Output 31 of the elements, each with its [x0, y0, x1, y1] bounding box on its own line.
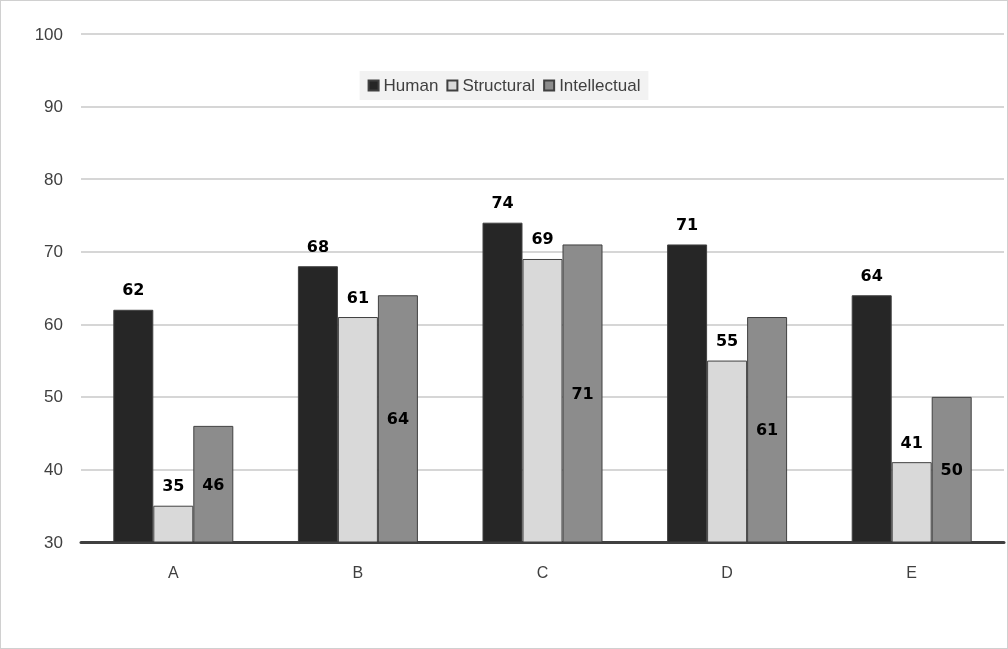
data-label: 35	[162, 476, 185, 496]
data-label: 71	[571, 383, 594, 403]
y-tick-label: 80	[44, 169, 63, 189]
x-tick-label: A	[167, 563, 179, 581]
data-label: 55	[715, 331, 739, 351]
data-label: 50	[940, 460, 963, 480]
data-label: 68	[306, 236, 330, 256]
x-tick-label: D	[721, 563, 733, 581]
y-tick-label: 70	[44, 242, 63, 262]
data-label: 61	[346, 287, 370, 307]
data-label: 46	[202, 474, 225, 494]
x-tick-label: B	[352, 563, 364, 581]
x-tick-label: C	[536, 563, 549, 581]
data-label: 64	[386, 409, 410, 429]
data-label: 41	[900, 432, 923, 452]
data-label: 62	[122, 280, 145, 300]
y-tick-label: 100	[34, 24, 63, 44]
y-tick-label: 40	[44, 459, 63, 479]
data-label: 61	[755, 420, 779, 440]
data-label: 69	[531, 229, 554, 249]
y-tick-label: 60	[44, 314, 63, 334]
x-tick-label: E	[906, 563, 918, 581]
y-tick-label: 50	[44, 387, 63, 407]
data-label: 64	[860, 265, 883, 285]
legend-label: Human	[383, 76, 439, 95]
y-tick-label: 90	[44, 97, 63, 117]
legend-label: Structural	[462, 76, 536, 95]
legend-label: Intellectual	[559, 76, 641, 95]
y-tick-label: 30	[44, 532, 63, 552]
data-label: 71	[675, 214, 699, 234]
data-label: 74	[491, 193, 514, 213]
